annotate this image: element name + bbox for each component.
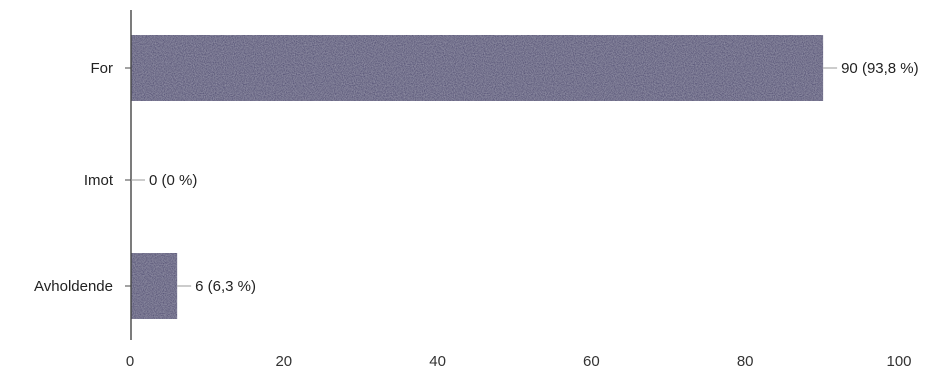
bar-for	[131, 35, 824, 101]
axis-layer	[125, 10, 132, 340]
x-tick-label-60: 60	[583, 353, 600, 370]
category-label-avholdende: Avholdende	[34, 278, 113, 295]
x-tick-label-0: 0	[126, 353, 134, 370]
data-label-avholdende: 6 (6,3 %)	[195, 278, 256, 295]
data-label-imot: 0 (0 %)	[149, 172, 197, 189]
x-tick-label-40: 40	[429, 353, 446, 370]
data-label-for: 90 (93,8 %)	[841, 60, 919, 77]
x-tick-label-80: 80	[737, 353, 754, 370]
category-label-for: For	[91, 60, 114, 77]
x-tick-label-20: 20	[275, 353, 292, 370]
labels-layer: 90 (93,8 %) For 0 (0 %) Imot 6 (6,3 %) Avhold…	[34, 60, 919, 370]
category-label-imot: Imot	[84, 172, 114, 189]
x-tick-label-100: 100	[886, 353, 911, 370]
bars-layer	[131, 35, 824, 319]
bar-avholdende	[131, 253, 178, 319]
